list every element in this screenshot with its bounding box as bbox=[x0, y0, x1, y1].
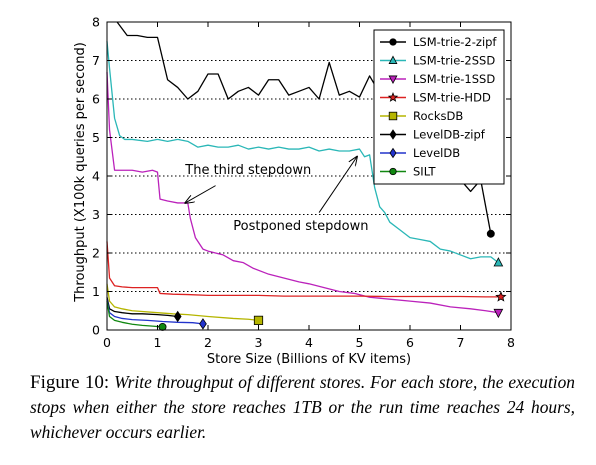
series-end-marker-leveldb bbox=[199, 318, 207, 330]
legend-label-lsm-trie-2-zipf: LSM-trie-2-zipf bbox=[413, 35, 497, 49]
x-tick-label: 8 bbox=[507, 335, 515, 350]
x-tick-label: 1 bbox=[154, 335, 162, 350]
series-end-marker-lsm-trie-2-zipf bbox=[486, 229, 495, 238]
annotation-arrow bbox=[318, 157, 357, 213]
series-end-marker-lsm-trie-1ssd bbox=[493, 308, 504, 319]
x-tick-label: 0 bbox=[103, 335, 111, 350]
series-line-silt bbox=[106, 301, 163, 328]
y-tick-label: 5 bbox=[92, 130, 100, 145]
y-axis-label: Throughput (X100k queries per second) bbox=[73, 42, 88, 303]
legend-label-leveldb-zipf: LevelDB-zipf bbox=[413, 128, 486, 142]
legend-marker-leveldb bbox=[389, 147, 397, 159]
x-tick-label: 5 bbox=[356, 335, 364, 350]
legend-label-rocksdb: RocksDB bbox=[413, 109, 463, 123]
series-line-leveldb bbox=[106, 299, 204, 325]
legend-label-silt: SILT bbox=[413, 165, 437, 179]
series-end-marker-silt bbox=[158, 322, 167, 331]
legend-marker-lsm-trie-2-zipf bbox=[389, 38, 397, 46]
legend-marker-leveldb-zipf bbox=[389, 129, 397, 140]
legend: LSM-trie-2-zipf LSM-trie-2SSD LSM-trie-1SS… bbox=[373, 29, 505, 185]
series-end-marker-rocksdb bbox=[253, 315, 264, 325]
y-tick-label: 1 bbox=[92, 284, 100, 299]
series-line-lsm-trie-hdd bbox=[106, 241, 501, 298]
y-tick-label: 6 bbox=[92, 92, 100, 107]
x-tick-label: 2 bbox=[204, 335, 212, 350]
figure-label: Figure 10: bbox=[30, 372, 110, 393]
series-end-marker-lsm-trie-hdd bbox=[495, 290, 507, 302]
legend-marker-rocksdb bbox=[388, 111, 398, 121]
annotation-arrow bbox=[185, 185, 216, 203]
x-tick-label: 3 bbox=[255, 335, 263, 350]
x-tick-label: 7 bbox=[457, 335, 465, 350]
legend-label-lsm-trie-2ssd: LSM-trie-2SSD bbox=[413, 54, 495, 68]
figure-caption: Figure 10: Write throughput of different… bbox=[30, 370, 575, 445]
x-tick-label: 4 bbox=[305, 335, 313, 350]
y-tick-label: 8 bbox=[92, 15, 100, 30]
x-axis-label: Store Size (Billions of KV items) bbox=[207, 352, 411, 367]
series-end-marker-lsm-trie-2ssd bbox=[493, 257, 504, 267]
y-tick-label: 7 bbox=[92, 53, 100, 68]
y-tick-label: 3 bbox=[92, 207, 100, 222]
legend-label-lsm-trie-hdd: LSM-trie-HDD bbox=[413, 91, 491, 105]
annotation-postponed-stepdown: Postponed stepdown bbox=[233, 219, 368, 234]
series-end-markers bbox=[158, 229, 507, 331]
throughput-chart: 0 1 2 3 4 5 6 7 8 0 1 2 3 4 5 6 7 8 Store Size (Billions … bbox=[73, 15, 515, 368]
legend-box bbox=[373, 29, 505, 185]
series-line-lsm-trie-1ssd bbox=[106, 72, 499, 314]
annotation-the-third-stepdown: The third stepdown bbox=[184, 163, 311, 178]
figure-caption-text: Write throughput of different stores. Fo… bbox=[30, 372, 575, 442]
series-line-leveldb-zipf bbox=[106, 297, 178, 318]
annotations: The third stepdown Postponed stepdown bbox=[184, 157, 368, 234]
axis-ticks: 0 1 2 3 4 5 6 7 8 0 1 2 3 4 5 6 7 8 bbox=[92, 15, 515, 351]
y-tick-label: 0 bbox=[92, 323, 100, 338]
legend-marker-silt bbox=[389, 167, 397, 176]
legend-marker-lsm-trie-hdd bbox=[387, 92, 399, 102]
legend-label-leveldb: LevelDB bbox=[413, 146, 460, 160]
y-tick-label: 2 bbox=[92, 246, 100, 261]
series-line-rocksdb bbox=[106, 283, 259, 322]
series-end-marker-leveldb-zipf bbox=[173, 310, 182, 323]
legend-marker-lsm-trie-1ssd bbox=[388, 75, 398, 85]
legend-label-lsm-trie-1ssd: LSM-trie-1SSD bbox=[413, 72, 495, 86]
y-tick-label: 4 bbox=[92, 169, 100, 184]
legend-marker-lsm-trie-2ssd bbox=[388, 55, 398, 64]
series-line-lsm-trie-2ssd bbox=[106, 41, 499, 264]
x-tick-label: 6 bbox=[406, 335, 414, 350]
